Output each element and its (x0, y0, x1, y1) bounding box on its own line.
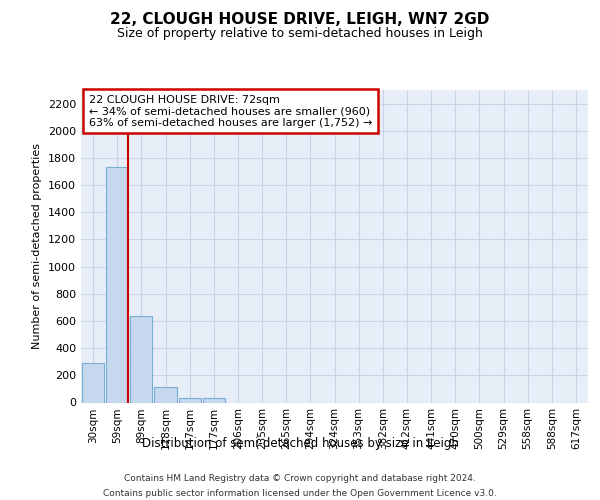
Text: Contains public sector information licensed under the Open Government Licence v3: Contains public sector information licen… (103, 489, 497, 498)
Text: Distribution of semi-detached houses by size in Leigh: Distribution of semi-detached houses by … (142, 438, 458, 450)
Bar (203, 398, 225, 402)
Text: Size of property relative to semi-detached houses in Leigh: Size of property relative to semi-detach… (117, 28, 483, 40)
Bar (154, 387, 176, 402)
Bar (106, 168, 128, 402)
Text: Contains HM Land Registry data © Crown copyright and database right 2024.: Contains HM Land Registry data © Crown c… (124, 474, 476, 483)
Bar (179, 398, 201, 402)
Y-axis label: Number of semi-detached properties: Number of semi-detached properties (32, 143, 43, 349)
Bar (82, 363, 104, 403)
Text: 22, CLOUGH HOUSE DRIVE, LEIGH, WN7 2GD: 22, CLOUGH HOUSE DRIVE, LEIGH, WN7 2GD (110, 12, 490, 28)
Bar (130, 316, 152, 402)
Text: 22 CLOUGH HOUSE DRIVE: 72sqm
← 34% of semi-detached houses are smaller (960)
63%: 22 CLOUGH HOUSE DRIVE: 72sqm ← 34% of se… (89, 94, 372, 128)
